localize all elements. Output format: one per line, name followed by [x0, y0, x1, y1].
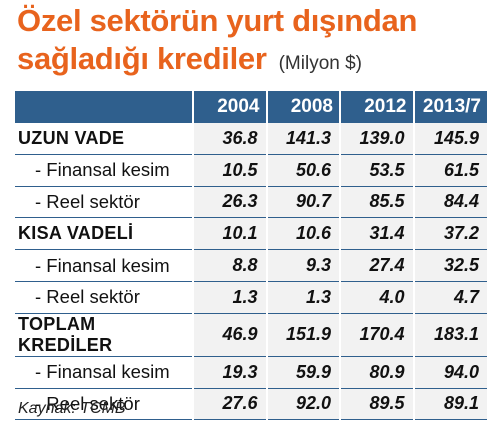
title-line-1: Özel sektörün yurt dışından: [17, 3, 418, 38]
table-row: - Finansal kesim 19.3 59.9 80.9 94.0: [15, 356, 487, 389]
value-cell: 145.9: [412, 123, 487, 155]
table-row: - Finansal kesim 8.8 9.3 27.4 32.5: [15, 249, 487, 282]
value-cell: 37.2: [412, 217, 487, 251]
value-cell: 46.9: [192, 313, 267, 357]
value-cell: 61.5: [412, 154, 487, 187]
page-title: Özel sektörün yurt dışından sağladığı kr…: [17, 2, 417, 83]
row-group-label: KISA VADELİ: [15, 217, 193, 251]
source-note: Kaynak: TCMB: [18, 400, 126, 417]
value-cell: 10.5: [192, 154, 267, 187]
table-row: UZUN VADE 36.8 141.3 139.0 145.9: [15, 123, 487, 155]
title-line-2: sağladığı krediler: [17, 41, 267, 76]
row-sub-label: - Reel sektör: [15, 388, 193, 421]
value-cell: 9.3: [265, 249, 340, 282]
value-cell: 89.1: [412, 388, 487, 421]
value-cell: 8.8: [192, 249, 267, 282]
row-sub-label: - Reel sektör: [15, 281, 193, 314]
value-cell: 151.9: [265, 313, 340, 357]
value-cell: 27.4: [339, 249, 414, 282]
column-header: 2004: [192, 91, 267, 123]
unit-label: (Milyon $): [278, 53, 362, 74]
value-cell: 89.5: [339, 388, 414, 421]
value-cell: 1.3: [192, 281, 267, 314]
value-cell: 1.3: [265, 281, 340, 314]
value-cell: 80.9: [339, 356, 414, 389]
value-cell: 59.9: [265, 356, 340, 389]
value-cell: 141.3: [265, 123, 340, 155]
value-cell: 85.5: [339, 186, 414, 219]
table-row: - Reel sektör 1.3 1.3 4.0 4.7: [15, 281, 487, 314]
row-group-label: UZUN VADE: [15, 123, 193, 155]
value-cell: 36.8: [192, 123, 267, 155]
table-row: KISA VADELİ 10.1 10.6 31.4 37.2: [15, 217, 487, 251]
row-sub-label: - Finansal kesim: [15, 356, 193, 389]
value-cell: 4.7: [412, 281, 487, 314]
row-sub-label: - Finansal kesim: [15, 249, 193, 282]
value-cell: 53.5: [339, 154, 414, 187]
value-cell: 94.0: [412, 356, 487, 389]
table-header-row: 2004 2008 2012 2013/7: [15, 91, 487, 123]
table-row: - Finansal kesim 10.5 50.6 53.5 61.5: [15, 154, 487, 187]
table-row: TOPLAM KREDİLER 46.9 151.9 170.4 183.1: [15, 313, 487, 357]
row-sub-label: - Finansal kesim: [15, 154, 193, 187]
table-row: - Reel sektör 27.6 92.0 89.5 89.1: [15, 388, 487, 421]
value-cell: 50.6: [265, 154, 340, 187]
value-cell: 32.5: [412, 249, 487, 282]
row-group-label: TOPLAM KREDİLER: [15, 313, 193, 357]
value-cell: 4.0: [339, 281, 414, 314]
table-row: - Reel sektör 26.3 90.7 85.5 84.4: [15, 186, 487, 219]
credits-table: 2004 2008 2012 2013/7 UZUN VADE 36.8 141.3…: [15, 91, 487, 421]
value-cell: 183.1: [412, 313, 487, 357]
value-cell: 10.6: [265, 217, 340, 251]
value-cell: 84.4: [412, 186, 487, 219]
value-cell: 92.0: [265, 388, 340, 421]
value-cell: 27.6: [192, 388, 267, 421]
value-cell: 31.4: [339, 217, 414, 251]
value-cell: 19.3: [192, 356, 267, 389]
header-blank-cell: [15, 91, 193, 123]
value-cell: 139.0: [339, 123, 414, 155]
row-sub-label: - Reel sektör: [15, 186, 193, 219]
column-header: 2013/7: [412, 91, 487, 123]
value-cell: 10.1: [192, 217, 267, 251]
value-cell: 26.3: [192, 186, 267, 219]
column-header: 2008: [265, 91, 340, 123]
column-header: 2012: [339, 91, 414, 123]
value-cell: 90.7: [265, 186, 340, 219]
value-cell: 170.4: [339, 313, 414, 357]
